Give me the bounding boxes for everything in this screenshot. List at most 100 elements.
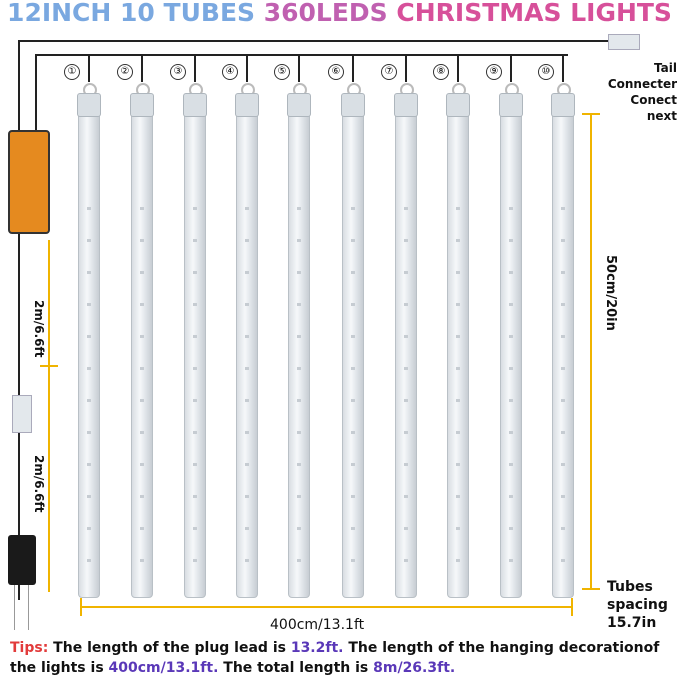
led — [351, 527, 355, 530]
led — [509, 271, 513, 274]
lead-dimension-tick — [40, 365, 58, 367]
led — [456, 271, 460, 274]
tube-number: ⑩ — [538, 64, 554, 80]
led — [456, 431, 460, 434]
main-wire — [18, 40, 608, 42]
led — [297, 335, 301, 338]
led — [351, 303, 355, 306]
led — [404, 303, 408, 306]
led — [297, 303, 301, 306]
title: 12INCH 10 TUBES 360LEDS CHRISTMAS LIGHTS — [7, 0, 672, 27]
tube-number: ⑨ — [486, 64, 502, 80]
led — [297, 399, 301, 402]
led — [509, 495, 513, 498]
led — [561, 559, 565, 562]
light-tube — [183, 83, 207, 598]
led — [456, 463, 460, 466]
led — [404, 271, 408, 274]
tube-number: ⑦ — [381, 64, 397, 80]
led — [193, 495, 197, 498]
led — [351, 431, 355, 434]
tube-cap — [341, 93, 365, 117]
led — [245, 559, 249, 562]
tube-number: ④ — [222, 64, 238, 80]
width-tick — [80, 598, 82, 616]
led — [351, 495, 355, 498]
tube-cap — [77, 93, 101, 117]
width-label: 400cm/13.1ft — [270, 617, 365, 633]
led — [351, 399, 355, 402]
led — [456, 239, 460, 242]
led — [297, 367, 301, 370]
led — [509, 527, 513, 530]
led — [404, 367, 408, 370]
led — [561, 271, 565, 274]
height-tick — [582, 588, 600, 590]
led — [245, 335, 249, 338]
height-dimension-line — [590, 113, 592, 590]
tube-cap — [235, 93, 259, 117]
led — [193, 367, 197, 370]
hanger-wire — [246, 54, 248, 82]
led — [297, 559, 301, 562]
tube-cap — [394, 93, 418, 117]
led — [351, 271, 355, 274]
led — [561, 399, 565, 402]
led — [561, 495, 565, 498]
led — [297, 527, 301, 530]
light-tube — [130, 83, 154, 598]
led — [140, 527, 144, 530]
led — [351, 559, 355, 562]
led — [87, 239, 91, 242]
led — [140, 559, 144, 562]
branch-wire-left — [35, 54, 37, 130]
led — [509, 399, 513, 402]
led — [140, 399, 144, 402]
led — [456, 335, 460, 338]
lead-dimension-line — [48, 240, 50, 592]
light-tube — [287, 83, 311, 598]
led — [404, 431, 408, 434]
tail-label: Tail Connecter Conect next — [607, 61, 677, 123]
lead-dim-2: 2m/6.6ft — [32, 455, 46, 513]
tube-number: ⑤ — [274, 64, 290, 80]
branch-wire — [35, 54, 568, 56]
led — [351, 239, 355, 242]
hanger-wire — [405, 54, 407, 82]
led — [87, 431, 91, 434]
led — [351, 335, 355, 338]
light-tube — [77, 83, 101, 598]
middle-connector — [12, 395, 32, 433]
power-plug — [8, 535, 36, 585]
hanger-wire — [141, 54, 143, 82]
led — [87, 399, 91, 402]
width-tick — [571, 598, 573, 616]
led — [561, 367, 565, 370]
tube-number: ③ — [170, 64, 186, 80]
led — [404, 335, 408, 338]
led — [561, 207, 565, 210]
light-tube — [499, 83, 523, 598]
led — [140, 431, 144, 434]
led — [404, 207, 408, 210]
hanger-wire — [194, 54, 196, 82]
light-tube — [341, 83, 365, 598]
spacing-label: Tubes spacing 15.7in — [607, 579, 668, 631]
led — [509, 335, 513, 338]
led — [193, 303, 197, 306]
controller-box — [8, 130, 50, 234]
led — [297, 207, 301, 210]
led — [404, 399, 408, 402]
tube-cap — [287, 93, 311, 117]
led — [140, 335, 144, 338]
hanger-wire — [352, 54, 354, 82]
led — [509, 367, 513, 370]
led — [140, 239, 144, 242]
led — [140, 271, 144, 274]
led — [87, 495, 91, 498]
led — [193, 431, 197, 434]
led — [245, 399, 249, 402]
led — [561, 463, 565, 466]
led — [193, 463, 197, 466]
led — [509, 463, 513, 466]
